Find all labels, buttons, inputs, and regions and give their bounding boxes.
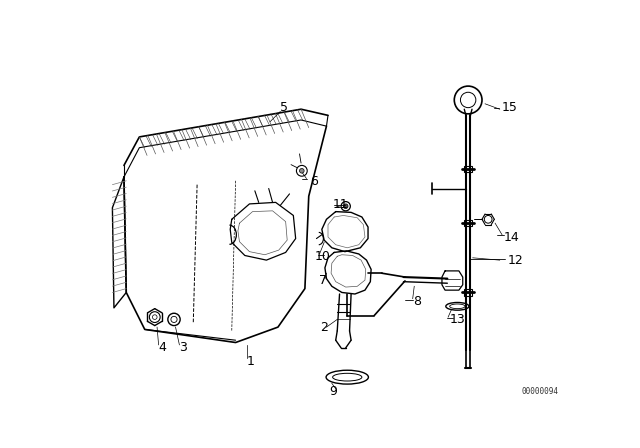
Text: 15: 15 xyxy=(501,101,517,114)
Text: 4: 4 xyxy=(159,341,166,354)
Text: 14: 14 xyxy=(504,231,519,244)
Text: 3: 3 xyxy=(179,341,188,354)
Text: 7: 7 xyxy=(319,275,327,288)
Text: 00000094: 00000094 xyxy=(521,387,558,396)
Text: 9: 9 xyxy=(330,384,337,397)
Circle shape xyxy=(300,168,304,173)
Circle shape xyxy=(344,204,348,208)
Text: 12: 12 xyxy=(508,254,523,267)
Text: 13: 13 xyxy=(450,313,465,326)
Bar xyxy=(464,166,472,172)
Text: 8: 8 xyxy=(413,295,420,308)
Text: 2: 2 xyxy=(320,321,328,334)
Text: 5: 5 xyxy=(280,101,288,114)
Text: 11: 11 xyxy=(333,198,348,211)
Text: 10: 10 xyxy=(315,250,331,263)
Text: 6: 6 xyxy=(310,175,318,188)
Bar xyxy=(464,220,472,226)
Text: 1: 1 xyxy=(247,355,255,368)
Bar xyxy=(464,289,472,296)
